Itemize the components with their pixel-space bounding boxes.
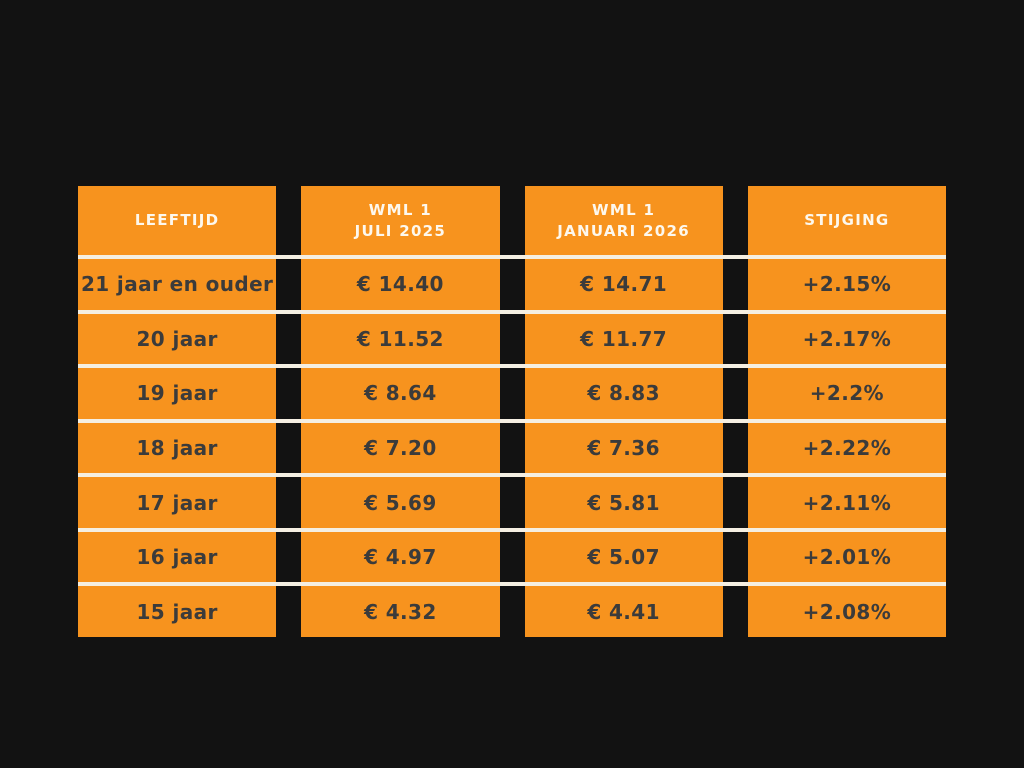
header-label: JULI 2025 <box>354 221 447 240</box>
cell-wml-juli-2025: € 14.40 <box>301 259 500 310</box>
cell-wml-januari-2026: € 7.36 <box>524 422 723 474</box>
cell-stijging: +2.08% <box>747 586 946 638</box>
table-row-19-jaar: 19 jaar € 8.64 € 8.83 +2.2% <box>78 368 946 419</box>
row-divider <box>78 473 946 478</box>
cell-wml-januari-2026: € 11.77 <box>524 313 723 365</box>
cell-stijging: +2.11% <box>747 477 946 528</box>
row-divider <box>78 582 946 587</box>
cell-wml-januari-2026: € 14.71 <box>524 259 723 310</box>
cell-leeftijd: 18 jaar <box>78 422 277 474</box>
cell-stijging: +2.17% <box>747 313 946 365</box>
cell-leeftijd: 21 jaar en ouder <box>78 259 277 310</box>
column-header-wml-juli-2025: WML 1 JULI 2025 <box>301 186 500 255</box>
cell-wml-januari-2026: € 4.41 <box>524 586 723 638</box>
cell-stijging: +2.22% <box>747 422 946 474</box>
cell-leeftijd: 17 jaar <box>78 477 277 528</box>
row-divider <box>78 255 946 259</box>
row-divider <box>78 364 946 369</box>
minimum-wage-table: LEEFTIJD WML 1 JULI 2025 WML 1 JANUARI 2… <box>78 186 946 638</box>
cell-wml-januari-2026: € 8.83 <box>524 368 723 419</box>
cell-stijging: +2.2% <box>747 368 946 419</box>
cell-leeftijd: 20 jaar <box>78 313 277 365</box>
table-row-20-jaar: 20 jaar € 11.52 € 11.77 +2.17% <box>78 313 946 365</box>
table-row-15-jaar: 15 jaar € 4.32 € 4.41 +2.08% <box>78 586 946 638</box>
cell-leeftijd: 15 jaar <box>78 586 277 638</box>
cell-wml-juli-2025: € 5.69 <box>301 477 500 528</box>
cell-wml-juli-2025: € 4.97 <box>301 531 500 583</box>
header-label: WML 1 <box>368 200 432 219</box>
header-label: JANUARI 2026 <box>557 221 691 240</box>
cell-wml-januari-2026: € 5.07 <box>524 531 723 583</box>
column-header-stijging: STIJGING <box>747 186 946 255</box>
row-divider <box>78 309 946 314</box>
cell-wml-januari-2026: € 5.81 <box>524 477 723 528</box>
header-label: LEEFTIJD <box>134 211 220 229</box>
cell-wml-juli-2025: € 4.32 <box>301 586 500 638</box>
row-divider <box>78 527 946 532</box>
cell-wml-juli-2025: € 8.64 <box>301 368 500 419</box>
cell-stijging: +2.01% <box>747 531 946 583</box>
table-row-21-jaar: 21 jaar en ouder € 14.40 € 14.71 +2.15% <box>78 259 946 310</box>
header-label: STIJGING <box>804 211 890 229</box>
table-row-18-jaar: 18 jaar € 7.20 € 7.36 +2.22% <box>78 422 946 474</box>
table-row-16-jaar: 16 jaar € 4.97 € 5.07 +2.01% <box>78 531 946 583</box>
cell-leeftijd: 19 jaar <box>78 368 277 419</box>
cell-leeftijd: 16 jaar <box>78 531 277 583</box>
column-header-leeftijd: LEEFTIJD <box>78 186 277 255</box>
column-header-wml-januari-2026: WML 1 JANUARI 2026 <box>524 186 723 255</box>
table-row-17-jaar: 17 jaar € 5.69 € 5.81 +2.11% <box>78 477 946 528</box>
cell-stijging: +2.15% <box>747 259 946 310</box>
cell-wml-juli-2025: € 11.52 <box>301 313 500 365</box>
header-label: WML 1 <box>592 200 656 219</box>
cell-wml-juli-2025: € 7.20 <box>301 422 500 474</box>
table-header-row: LEEFTIJD WML 1 JULI 2025 WML 1 JANUARI 2… <box>78 186 946 255</box>
row-divider <box>78 418 946 423</box>
